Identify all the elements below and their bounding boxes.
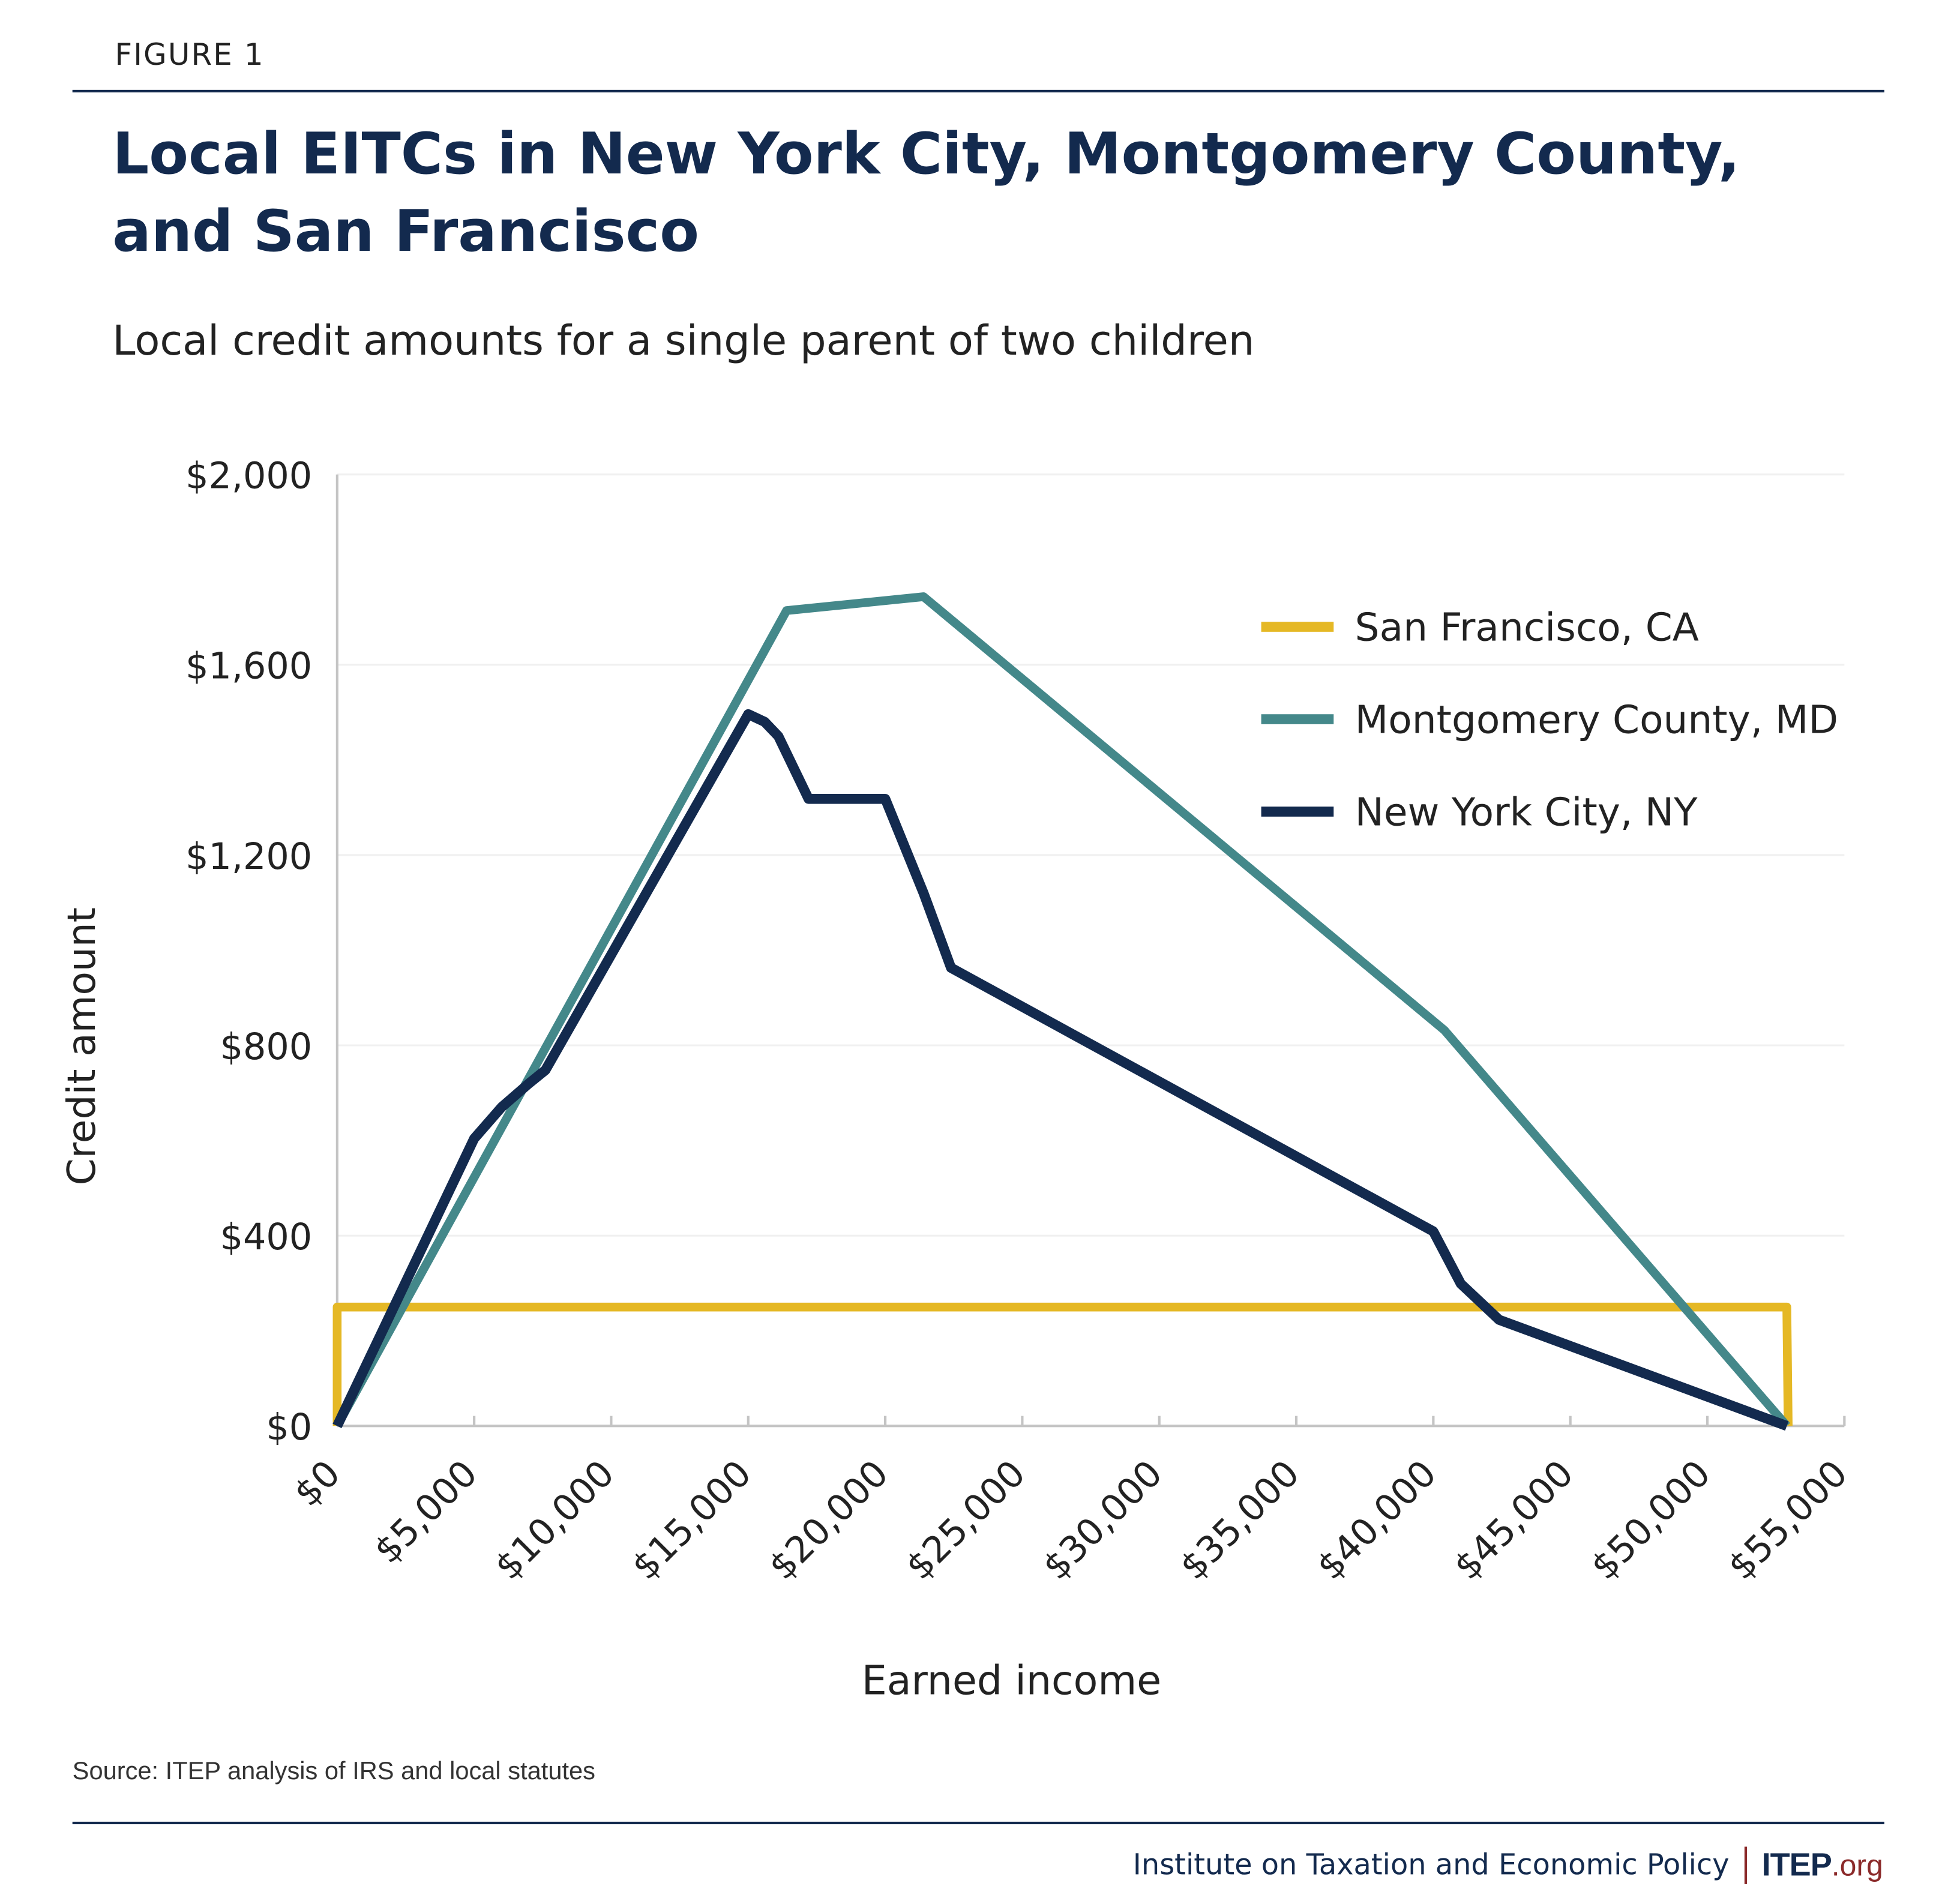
chart-title: Local EITCs in New York City, Montgomery… xyxy=(112,119,1740,265)
x-tick-label: $30,000 xyxy=(1035,1453,1171,1588)
series-line-2 xyxy=(333,592,1790,1429)
y-axis-label: Credit amount xyxy=(59,907,104,1185)
x-tick-label: $55,000 xyxy=(1720,1453,1856,1588)
x-tick-label: $10,000 xyxy=(487,1453,622,1588)
y-tick-label: $800 xyxy=(220,1026,313,1068)
y-tick-label: $1,200 xyxy=(185,836,312,878)
footer-separator xyxy=(1744,1846,1747,1884)
x-tick-label: $50,000 xyxy=(1583,1453,1719,1588)
y-tick-label: $2,000 xyxy=(185,455,312,497)
x-axis-label: Earned income xyxy=(862,1657,1161,1704)
legend-label: Montgomery County, MD xyxy=(1355,697,1838,742)
line-chart: $0 $400 $800 $1,200 $1,600 $2,000 $0 $5,000 $10,… xyxy=(59,455,1856,1704)
x-tick-label: $25,000 xyxy=(898,1453,1033,1588)
legend-label: New York City, NY xyxy=(1355,790,1698,835)
x-tick-label: $0 xyxy=(286,1453,349,1515)
bottom-divider xyxy=(72,1821,1884,1825)
figure-label: FIGURE 1 xyxy=(115,37,265,73)
series-line-1 xyxy=(332,1302,1793,1426)
itep-logo: ITEP.org xyxy=(1761,1845,1883,1883)
top-divider xyxy=(72,89,1884,92)
x-tick-label: $15,000 xyxy=(624,1453,760,1588)
x-tick-label: $45,000 xyxy=(1446,1453,1582,1588)
y-tick-label: $0 xyxy=(266,1407,312,1449)
x-tick-label: $35,000 xyxy=(1172,1453,1308,1588)
y-tick-label: $1,600 xyxy=(185,646,312,688)
x-tick-label: $40,000 xyxy=(1309,1453,1444,1588)
footer: Institute on Taxation and Economic Polic… xyxy=(1133,1845,1883,1884)
source-note: Source: ITEP analysis of IRS and local s… xyxy=(72,1758,595,1786)
x-tick-label: $20,000 xyxy=(761,1453,897,1588)
legend-label: San Francisco, CA xyxy=(1355,605,1699,650)
chart-subtitle: Local credit amounts for a single parent… xyxy=(112,316,1255,365)
x-tick-label: $5,000 xyxy=(366,1453,485,1572)
org-name: Institute on Taxation and Economic Polic… xyxy=(1132,1848,1730,1881)
y-tick-label: $400 xyxy=(220,1216,313,1258)
series-line-3 xyxy=(332,709,1789,1431)
